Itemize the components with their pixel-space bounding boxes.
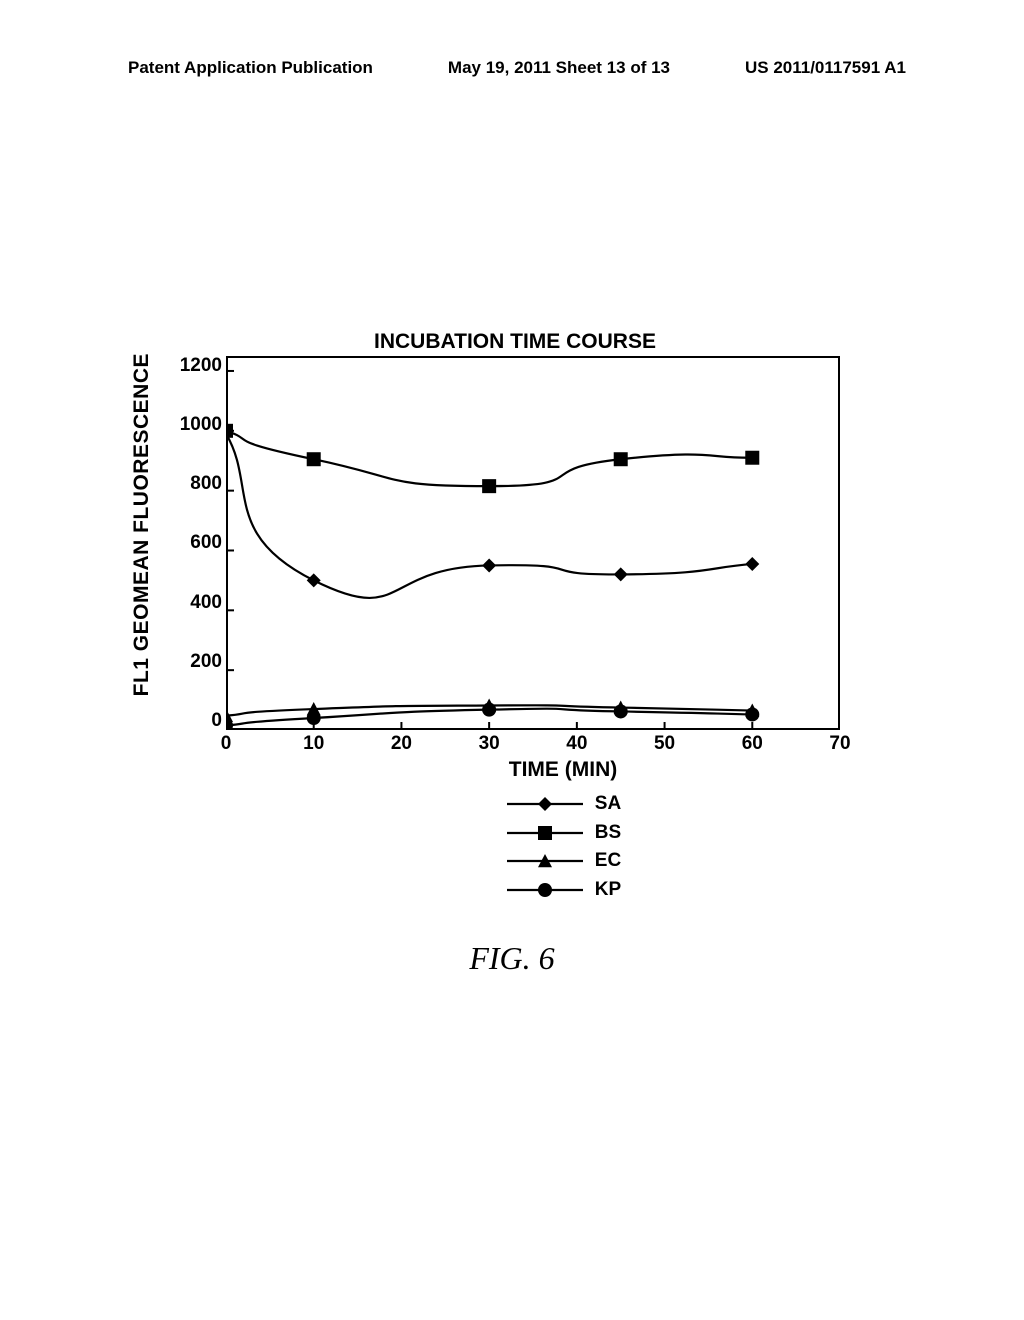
- y-tick-label: 1000: [162, 415, 222, 434]
- x-tick-label: 0: [221, 734, 232, 753]
- x-axis-label: TIME (MIN): [226, 758, 840, 782]
- header-right: US 2011/0117591 A1: [745, 58, 906, 78]
- square-marker-icon: [505, 824, 585, 842]
- x-tick-label: 70: [829, 734, 850, 753]
- legend-item-kp: KP: [505, 876, 621, 905]
- y-tick-label: 200: [162, 652, 222, 671]
- chart-legend: SABSECKP: [505, 790, 621, 904]
- legend-label: KP: [595, 876, 621, 905]
- diamond-marker-icon: [505, 795, 585, 813]
- x-tick-label: 60: [742, 734, 763, 753]
- chart-plot-area: [226, 356, 840, 730]
- triangle-marker-icon: [505, 852, 585, 870]
- x-tick-label: 20: [391, 734, 412, 753]
- x-tick-label: 30: [479, 734, 500, 753]
- y-tick-label: 0: [162, 711, 222, 730]
- y-tick-label: 400: [162, 593, 222, 612]
- legend-item-sa: SA: [505, 790, 621, 819]
- y-axis-label: FL1 GEOMEAN FLUORESCENCE: [130, 353, 154, 696]
- x-tick-label: 50: [654, 734, 675, 753]
- legend-label: BS: [595, 819, 621, 848]
- y-tick-label: 1200: [162, 356, 222, 375]
- x-tick-label: 40: [566, 734, 587, 753]
- chart-title: INCUBATION TIME COURSE: [130, 330, 900, 354]
- x-axis-ticks: 010203040506070: [226, 730, 840, 756]
- y-axis-ticks: 1200 1000 800 600 400 200 0: [162, 356, 222, 730]
- header-center: May 19, 2011 Sheet 13 of 13: [448, 58, 670, 78]
- incubation-chart: INCUBATION TIME COURSE FL1 GEOMEAN FLUOR…: [130, 330, 900, 904]
- header-left: Patent Application Publication: [128, 58, 373, 78]
- legend-label: EC: [595, 847, 621, 876]
- y-tick-label: 600: [162, 533, 222, 552]
- circle-marker-icon: [505, 881, 585, 899]
- y-tick-label: 800: [162, 474, 222, 493]
- figure-caption: FIG. 6: [0, 940, 1024, 977]
- legend-item-bs: BS: [505, 819, 621, 848]
- x-tick-label: 10: [303, 734, 324, 753]
- legend-label: SA: [595, 790, 621, 819]
- legend-item-ec: EC: [505, 847, 621, 876]
